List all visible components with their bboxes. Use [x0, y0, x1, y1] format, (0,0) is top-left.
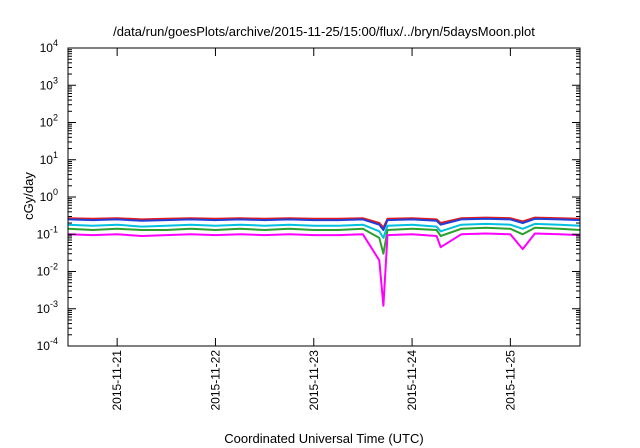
- y-tick-label: 10-3: [37, 299, 58, 316]
- y-axis-label: cGy/day: [21, 172, 36, 220]
- y-tick-label: 10-2: [37, 262, 58, 279]
- x-tick-label: 2015-11-25: [503, 350, 517, 411]
- series-layer: [67, 216, 581, 307]
- x-tick-label: 2015-11-22: [208, 350, 222, 411]
- y-tick-label: 10-4: [37, 336, 58, 353]
- y-tick-label: 100: [40, 187, 58, 204]
- y-tick-label: 10-1: [37, 224, 58, 241]
- y-tick-label: 101: [40, 150, 58, 167]
- series-line-5: [67, 232, 581, 307]
- chart-title: /data/run/goesPlots/archive/2015-11-25/1…: [113, 24, 535, 39]
- series-line-1: [67, 216, 581, 229]
- y-tick-label: 102: [40, 113, 58, 130]
- series-line-3: [67, 222, 581, 239]
- x-tick-label: 2015-11-21: [110, 350, 124, 411]
- series-line-2: [67, 217, 581, 231]
- x-axis-label: Coordinated Universal Time (UTC): [224, 431, 423, 446]
- series-line-4: [67, 226, 581, 255]
- x-tick-label: 2015-11-24: [405, 350, 419, 411]
- y-tick-label: 104: [40, 38, 58, 55]
- y-tick-label: 103: [40, 75, 58, 92]
- ticks-layer: 10-4 10-3 10-2 10-1 100 101 102 103 104 2015-11-2…: [37, 38, 580, 411]
- plot-frame: [67, 47, 581, 347]
- x-tick-label: 2015-11-23: [307, 350, 321, 411]
